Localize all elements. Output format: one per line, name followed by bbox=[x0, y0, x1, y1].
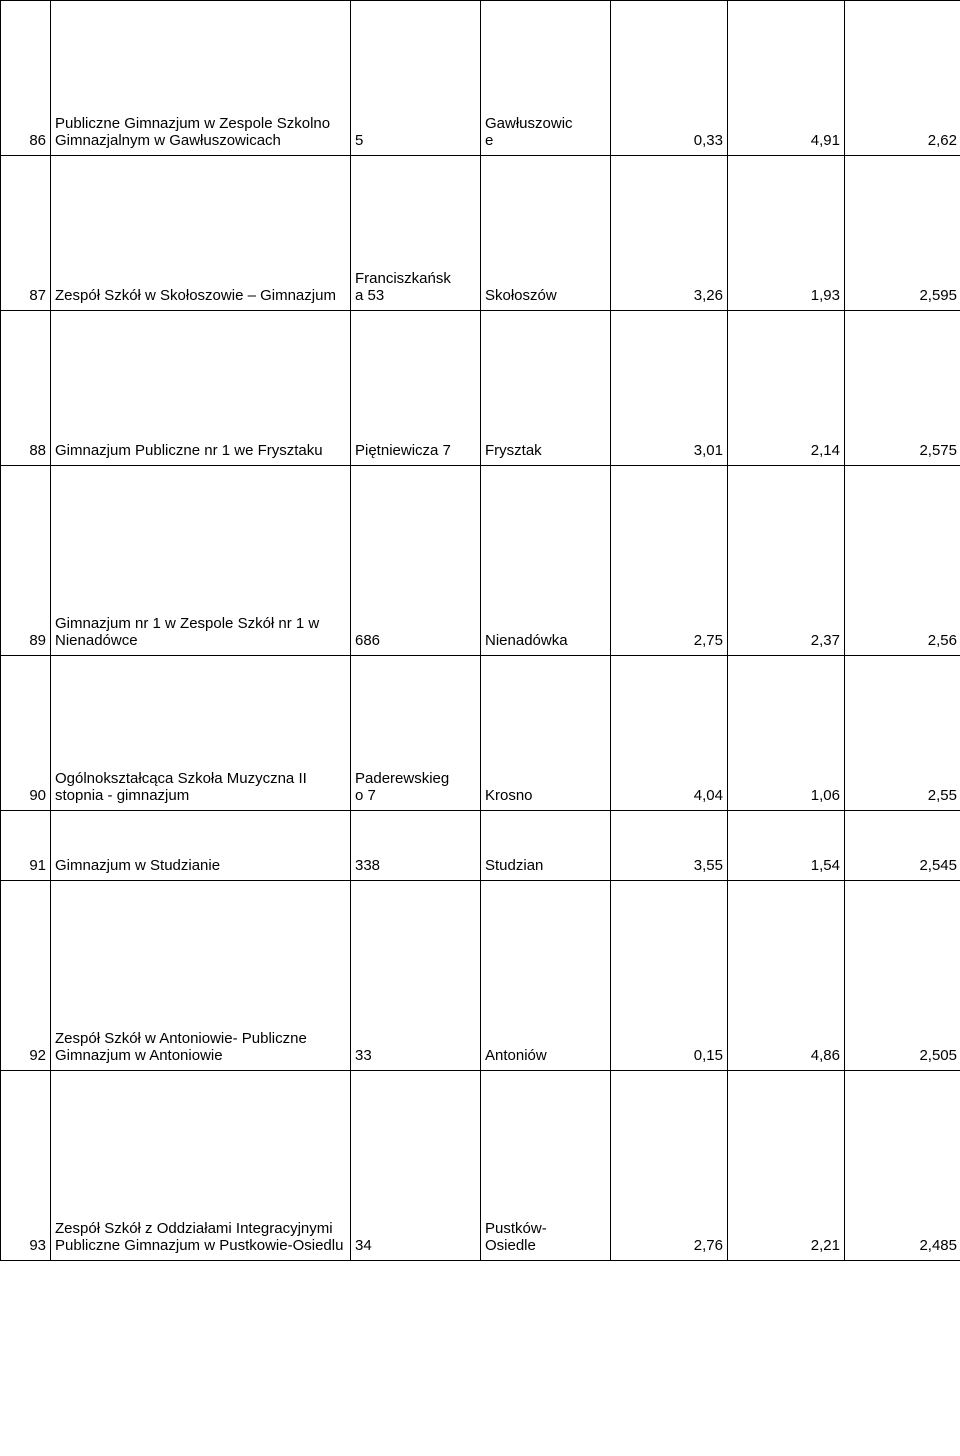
value-1: 3,55 bbox=[611, 811, 728, 881]
schools-table: 86Publiczne Gimnazjum w Zespole Szkolno … bbox=[0, 0, 960, 1261]
value-2: 1,93 bbox=[728, 156, 845, 311]
value-3: 2,485 bbox=[845, 1071, 960, 1261]
school-name: Gimnazjum Publiczne nr 1 we Frysztaku bbox=[51, 311, 351, 466]
value-2: 4,91 bbox=[728, 1, 845, 156]
school-name: Zespół Szkół w Antoniowie- Publiczne Gim… bbox=[51, 881, 351, 1071]
address-locality: Pustków- Osiedle bbox=[481, 1071, 611, 1261]
address-number: 33 bbox=[351, 881, 481, 1071]
table-row: 93Zespół Szkół z Oddziałami Integracyjny… bbox=[1, 1071, 960, 1261]
value-3: 2,505 bbox=[845, 881, 960, 1071]
row-index: 93 bbox=[1, 1071, 51, 1261]
value-3: 2,55 bbox=[845, 656, 960, 811]
table-row: 91Gimnazjum w Studzianie338Studzian3,551… bbox=[1, 811, 960, 881]
row-index: 92 bbox=[1, 881, 51, 1071]
school-name: Zespół Szkół z Oddziałami Integracyjnymi… bbox=[51, 1071, 351, 1261]
address-locality: Nienadówka bbox=[481, 466, 611, 656]
value-1: 0,33 bbox=[611, 1, 728, 156]
value-2: 1,54 bbox=[728, 811, 845, 881]
address-number: 686 bbox=[351, 466, 481, 656]
row-index: 86 bbox=[1, 1, 51, 156]
value-1: 2,76 bbox=[611, 1071, 728, 1261]
table-row: 86Publiczne Gimnazjum w Zespole Szkolno … bbox=[1, 1, 960, 156]
school-name: Zespół Szkół w Skołoszowie – Gimnazjum bbox=[51, 156, 351, 311]
value-3: 2,595 bbox=[845, 156, 960, 311]
school-name: Publiczne Gimnazjum w Zespole Szkolno Gi… bbox=[51, 1, 351, 156]
address-number: Paderewskieg o 7 bbox=[351, 656, 481, 811]
address-locality: Krosno bbox=[481, 656, 611, 811]
address-number: 5 bbox=[351, 1, 481, 156]
value-2: 4,86 bbox=[728, 881, 845, 1071]
school-name: Gimnazjum w Studzianie bbox=[51, 811, 351, 881]
value-1: 3,01 bbox=[611, 311, 728, 466]
address-number: 34 bbox=[351, 1071, 481, 1261]
table-row: 90Ogólnokształcąca Szkoła Muzyczna II st… bbox=[1, 656, 960, 811]
row-index: 88 bbox=[1, 311, 51, 466]
address-locality: Gawłuszowic e bbox=[481, 1, 611, 156]
address-locality: Antoniów bbox=[481, 881, 611, 1071]
value-1: 0,15 bbox=[611, 881, 728, 1071]
table-row: 87Zespół Szkół w Skołoszowie – Gimnazjum… bbox=[1, 156, 960, 311]
address-number: Franciszkańsk a 53 bbox=[351, 156, 481, 311]
value-2: 2,37 bbox=[728, 466, 845, 656]
address-locality: Frysztak bbox=[481, 311, 611, 466]
value-2: 2,14 bbox=[728, 311, 845, 466]
value-2: 1,06 bbox=[728, 656, 845, 811]
address-number: 338 bbox=[351, 811, 481, 881]
school-name: Gimnazjum nr 1 w Zespole Szkół nr 1 w Ni… bbox=[51, 466, 351, 656]
table-row: 89Gimnazjum nr 1 w Zespole Szkół nr 1 w … bbox=[1, 466, 960, 656]
value-3: 2,56 bbox=[845, 466, 960, 656]
row-index: 89 bbox=[1, 466, 51, 656]
value-3: 2,62 bbox=[845, 1, 960, 156]
table-row: 88Gimnazjum Publiczne nr 1 we FrysztakuP… bbox=[1, 311, 960, 466]
address-number: Piętniewicza 7 bbox=[351, 311, 481, 466]
value-1: 4,04 bbox=[611, 656, 728, 811]
value-1: 3,26 bbox=[611, 156, 728, 311]
row-index: 87 bbox=[1, 156, 51, 311]
address-locality: Studzian bbox=[481, 811, 611, 881]
value-1: 2,75 bbox=[611, 466, 728, 656]
value-3: 2,545 bbox=[845, 811, 960, 881]
value-2: 2,21 bbox=[728, 1071, 845, 1261]
school-name: Ogólnokształcąca Szkoła Muzyczna II stop… bbox=[51, 656, 351, 811]
row-index: 90 bbox=[1, 656, 51, 811]
table-row: 92Zespół Szkół w Antoniowie- Publiczne G… bbox=[1, 881, 960, 1071]
value-3: 2,575 bbox=[845, 311, 960, 466]
address-locality: Skołoszów bbox=[481, 156, 611, 311]
row-index: 91 bbox=[1, 811, 51, 881]
